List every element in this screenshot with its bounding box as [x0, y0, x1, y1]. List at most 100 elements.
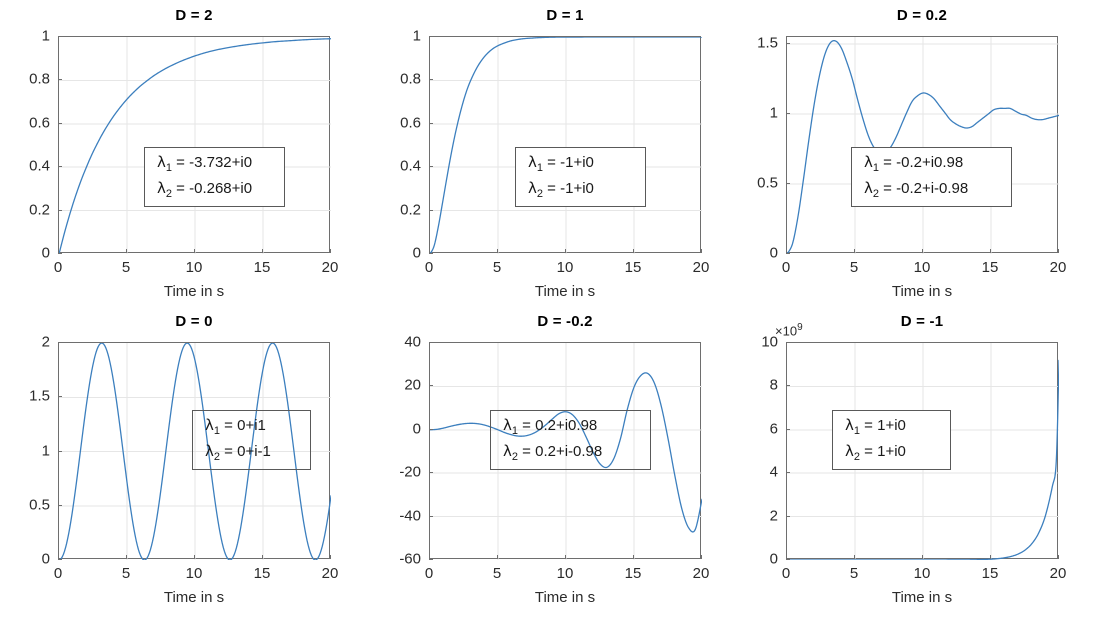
y-tick-label: 0 — [41, 244, 50, 262]
y-tick-mark — [429, 385, 433, 387]
lambda-subscript: 1 — [853, 424, 861, 437]
lambda-subscript: 1 — [511, 424, 519, 437]
x-axis-label: Time in s — [534, 589, 596, 606]
plot-canvas — [59, 37, 331, 254]
x-tick-mark — [262, 555, 263, 559]
y-tick-mark — [429, 472, 433, 474]
x-tick-mark — [1058, 249, 1059, 253]
x-tick-mark — [854, 249, 855, 253]
x-tick-label: 10 — [556, 259, 574, 276]
eigenvalue-line-1: λ1 = -1+i0 — [528, 151, 633, 177]
eigenvalue-line-2: λ2 = 0+i-1 — [205, 440, 298, 466]
plot-title: D = 2 — [175, 7, 213, 24]
y-tick-label: 2 — [769, 507, 778, 525]
x-tick-mark — [633, 555, 634, 559]
y-tick-label: 1 — [412, 27, 421, 45]
y-tick-mark — [58, 253, 62, 254]
lambda-subscript: 1 — [536, 161, 544, 174]
y-tick-label: 1 — [769, 104, 778, 122]
y-tick-mark — [786, 385, 790, 387]
y-tick-mark — [429, 79, 433, 81]
eigenvalue-value: = -0.2+i-0.98 — [879, 180, 969, 197]
x-tick-label: 15 — [253, 565, 271, 582]
y-tick-mark — [58, 36, 62, 37]
x-tick-mark — [429, 555, 430, 559]
x-tick-mark — [262, 249, 263, 253]
lambda-subscript: 2 — [165, 188, 173, 200]
x-tick-label: 20 — [321, 565, 339, 582]
lambda-subscript: 1 — [213, 424, 221, 437]
x-tick-mark — [786, 555, 787, 559]
plot-title: D = 0.2 — [896, 7, 948, 24]
lambda-symbol: λ — [845, 442, 854, 460]
y-tick-mark — [58, 209, 62, 211]
eigenvalue-value: = -1+i0 — [543, 180, 594, 197]
data-curve — [787, 359, 1059, 560]
eigenvalue-value: = -0.268+i0 — [172, 180, 253, 197]
lambda-symbol: λ — [503, 442, 512, 460]
eigenvalue-line-1: λ1 = -0.2+i0.98 — [864, 151, 999, 177]
y-tick-label: 8 — [769, 376, 778, 394]
eigenvalue-line-2: λ2 = -1+i0 — [528, 177, 633, 203]
y-tick-mark — [58, 559, 62, 560]
eigenvalue-annotation-box: λ1 = 0+i1 λ2 = 0+i-1 — [192, 410, 311, 470]
y-tick-label: 10 — [761, 333, 778, 351]
y-tick-mark — [786, 342, 790, 343]
data-curve — [430, 37, 702, 254]
y-tick-label: 0 — [412, 420, 421, 438]
x-tick-label: 0 — [53, 259, 63, 276]
x-axis-label: Time in s — [534, 283, 596, 300]
y-tick-mark — [429, 515, 433, 517]
eigenvalue-annotation-box: λ1 = -0.2+i0.98 λ 2 = -0.2+i-0.98 — [851, 147, 1012, 207]
lambda-symbol: λ — [864, 152, 873, 171]
lambda-symbol: λ — [845, 415, 854, 434]
y-tick-label: 0.5 — [757, 174, 778, 192]
y-tick-mark — [786, 183, 790, 184]
lambda-symbol: λ — [157, 179, 166, 197]
x-tick-label: 10 — [556, 565, 574, 582]
eigenvalue-line-1: λ1 = 0.2+i0.98 — [503, 414, 638, 440]
y-tick-label: 2 — [41, 333, 50, 351]
y-tick-mark — [58, 450, 62, 452]
y-tick-label: 0.5 — [29, 496, 50, 514]
eigenvalue-line-1: λ1 = 0+i1 — [205, 414, 298, 440]
y-tick-label: 0.6 — [29, 114, 50, 132]
y-tick-label: 0 — [41, 550, 50, 568]
eigenvalue-value: = 0+i-1 — [220, 443, 271, 460]
y-tick-label: 40 — [404, 333, 421, 351]
eigenvalue-line-2: λ2 = 0.2+i-0.98 — [503, 440, 638, 466]
x-tick-mark — [633, 249, 634, 253]
x-tick-mark — [786, 249, 787, 253]
x-tick-mark — [922, 555, 923, 559]
y-tick-label: 0.6 — [400, 114, 421, 132]
lambda-subscript: 2 — [872, 188, 880, 200]
y-axis-exponent-label: ×109 — [775, 322, 803, 338]
data-curve — [787, 40, 1059, 254]
eigenvalue-line-1: λ1 = -3.732+i0 — [157, 151, 272, 177]
lambda-subscript: 1 — [165, 161, 173, 174]
eigenvalue-value: = -3.732+i0 — [172, 153, 253, 171]
plot-title: D = -1 — [900, 313, 944, 330]
x-tick-label: 20 — [692, 565, 710, 582]
x-tick-label: 20 — [692, 259, 710, 276]
plot-canvas — [430, 343, 702, 560]
y-tick-mark — [429, 122, 433, 124]
y-tick-label: 0.4 — [29, 157, 50, 175]
x-tick-mark — [497, 555, 498, 559]
x-tick-mark — [990, 249, 991, 253]
y-tick-mark — [58, 122, 62, 124]
eigenvalue-annotation-box: λ1 = -1+i0 λ2 = -1+i0 — [515, 147, 646, 207]
plot-title: D = 0 — [175, 313, 213, 330]
x-tick-mark — [194, 249, 195, 253]
y-tick-mark — [429, 342, 433, 343]
lambda-subscript: 1 — [872, 161, 880, 174]
lambda-symbol: λ — [205, 442, 214, 460]
x-tick-label: 15 — [253, 259, 271, 276]
x-tick-mark — [330, 249, 331, 253]
y-tick-mark — [786, 113, 790, 114]
